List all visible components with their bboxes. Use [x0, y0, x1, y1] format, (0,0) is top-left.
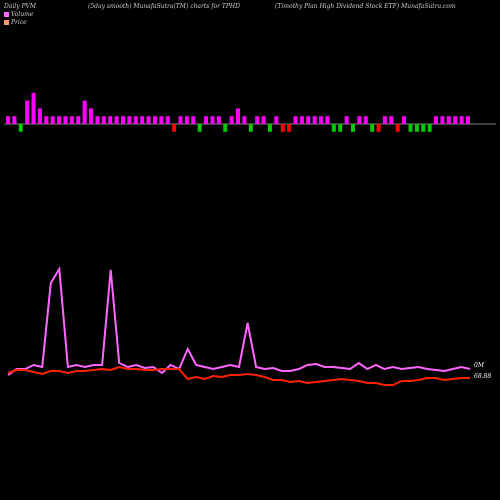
volume-bar [197, 124, 202, 132]
volume-bar [69, 116, 74, 124]
volume-bar [25, 100, 30, 124]
volume-bar [191, 116, 196, 124]
volume-bar [50, 116, 55, 124]
volume-bar [363, 116, 368, 124]
lines-layer [7, 265, 471, 386]
volume-bar [287, 124, 292, 132]
volume-bar [459, 116, 464, 124]
volume-bar [446, 116, 451, 124]
volume-bar [248, 124, 253, 132]
volume-bar [267, 124, 272, 132]
legend-price: Price [4, 19, 27, 26]
volume-bar [357, 116, 362, 124]
volume-bar [18, 124, 23, 132]
volume-bar [274, 116, 279, 124]
volume-bar [108, 116, 113, 124]
legend-price-swatch [4, 20, 9, 25]
volume-bar [152, 116, 157, 124]
volume-bar [312, 116, 317, 124]
volume-bar [178, 116, 183, 124]
volume-bar [370, 124, 375, 132]
volume-bar [376, 124, 381, 132]
volume-bar [127, 116, 132, 124]
volume-bar [293, 116, 298, 124]
volume-bar [31, 92, 36, 124]
volume-bar [402, 116, 407, 124]
volume-bar [82, 100, 87, 124]
volume-bar [159, 116, 164, 124]
volume-bar [338, 124, 343, 132]
price-series-line [7, 365, 470, 386]
volume-bar [89, 108, 94, 124]
volume-bar [216, 116, 221, 124]
volume-bar [101, 116, 106, 124]
volume-bar [434, 116, 439, 124]
volume-bar [440, 116, 445, 124]
price-value-label: 68.88 [474, 373, 491, 380]
volume-bar [453, 116, 458, 124]
volume-bar [427, 124, 432, 132]
volume-bar [325, 116, 330, 124]
volume-series-line [7, 265, 471, 376]
legend-price-label: Price [11, 19, 27, 26]
volume-bar [44, 116, 49, 124]
volume-value-label: 0M [474, 362, 485, 369]
volume-bars [4, 92, 496, 132]
volume-bar [114, 116, 119, 124]
volume-bar [37, 108, 42, 124]
chart-header-left: Daily PVM [4, 3, 37, 10]
volume-bar [146, 116, 151, 124]
volume-bar [389, 116, 394, 124]
volume-bar [299, 116, 304, 124]
legend-volume-label: Volume [11, 11, 34, 18]
volume-bar [319, 116, 324, 124]
volume-bar [76, 116, 81, 124]
volume-bar [351, 124, 355, 132]
volume-bar [121, 116, 125, 124]
volume-bar [306, 116, 311, 124]
volume-bar [280, 124, 285, 132]
volume-bar [255, 116, 260, 124]
volume-bar [172, 124, 177, 132]
volume-bar [204, 116, 209, 124]
volume-bar [229, 116, 234, 124]
volume-bar [210, 116, 215, 124]
volume-bar [344, 116, 349, 124]
volume-bar [408, 124, 413, 132]
volume-bar [57, 116, 62, 124]
volume-bar [242, 116, 247, 124]
volume-bar [395, 124, 400, 132]
legend-volume: Volume [4, 11, 33, 18]
volume-bar [236, 108, 240, 124]
volume-bar [414, 124, 419, 132]
chart-header-title: (5day smooth) MunafaSutra(TM) charts for… [88, 3, 240, 10]
volume-bar [421, 124, 426, 132]
volume-bar [223, 124, 228, 132]
volume-bar [63, 116, 68, 124]
volume-bar [331, 124, 336, 132]
volume-bar [382, 116, 387, 124]
volume-bar [140, 116, 145, 124]
volume-bar [133, 116, 138, 124]
legend-volume-swatch [4, 12, 9, 17]
volume-bar [165, 116, 170, 124]
volume-bar [6, 116, 10, 124]
chart-header-source: (Timothy Plan High Dividend Stock ETF) M… [275, 3, 456, 10]
volume-bar [261, 116, 266, 124]
volume-bar [12, 116, 17, 124]
volume-bar [466, 116, 470, 124]
volume-bar [95, 116, 100, 124]
volume-bar [184, 116, 189, 124]
